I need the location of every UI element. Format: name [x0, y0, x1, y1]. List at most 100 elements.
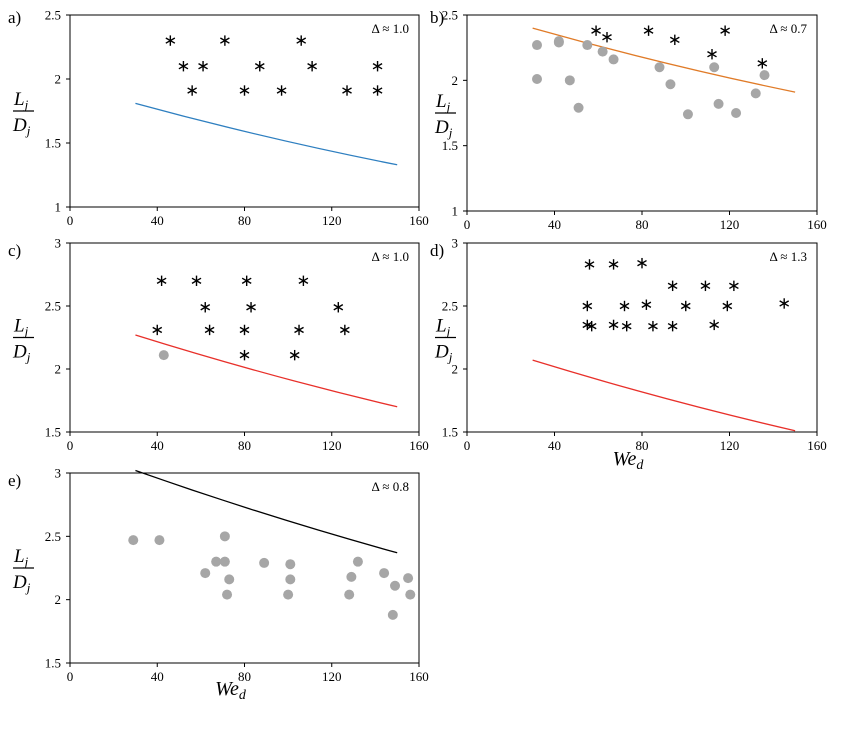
data-point-star — [165, 35, 176, 46]
data-point-star — [298, 275, 309, 286]
data-point-dot — [387, 609, 398, 620]
data-point-star — [254, 61, 265, 72]
plot-frame — [466, 242, 818, 433]
delta-annotation: Δ ≈ 1.0 — [371, 21, 409, 36]
data-point-star — [156, 275, 167, 286]
data-point-star — [720, 25, 730, 36]
data-point-star — [667, 320, 678, 332]
y-axis-label: Lj Dj — [434, 91, 456, 140]
x-tick-label: 40 — [151, 669, 164, 684]
y-tick-label: 1.5 — [45, 136, 61, 151]
data-point-dot — [219, 531, 230, 542]
fit-curve — [135, 334, 398, 408]
data-point-star — [680, 300, 691, 312]
data-point-dot — [597, 46, 608, 57]
y-tick-label: 2 — [55, 592, 62, 607]
y-label-denominator: Dj — [12, 115, 31, 138]
data-point-dot — [682, 109, 693, 120]
x-tick-label: 160 — [409, 438, 429, 453]
data-point-dot — [259, 557, 270, 568]
data-point-star — [296, 35, 307, 46]
data-point-star — [608, 259, 619, 270]
data-point-star — [729, 280, 739, 292]
y-tick-label: 1.5 — [45, 425, 61, 440]
data-point-star — [372, 61, 383, 72]
x-tick-label: 120 — [322, 213, 342, 228]
y-tick-label: 2.5 — [45, 529, 61, 544]
data-point-star — [591, 25, 601, 36]
panel-b: 0 40 80 120 160 1 1.5 2 2.5b) Δ ≈ 0.7 Lj Dj — [430, 8, 827, 233]
data-point-star — [667, 280, 678, 292]
data-point-star — [648, 320, 658, 332]
panel-label: c) — [8, 241, 21, 260]
data-point-star — [276, 85, 287, 96]
y-tick-label: 2.5 — [45, 8, 61, 23]
y-label-denominator: Dj — [12, 342, 31, 365]
data-point-dot — [759, 70, 770, 81]
data-point-star — [333, 302, 344, 313]
x-tick-label: 160 — [409, 669, 429, 684]
data-point-star — [621, 320, 632, 332]
y-label-numerator: Lj — [435, 316, 451, 339]
data-point-star — [187, 85, 198, 96]
panel-label: d) — [430, 241, 444, 260]
y-tick-label: 2 — [55, 362, 62, 377]
data-point-star — [246, 302, 256, 313]
x-tick-label: 160 — [807, 217, 827, 232]
data-point-star — [757, 58, 768, 69]
data-point-dot — [750, 88, 761, 99]
data-point-dot — [553, 36, 564, 47]
y-tick-label: 1 — [452, 204, 459, 219]
plot-frame — [69, 472, 420, 664]
x-tick-label: 120 — [322, 438, 342, 453]
plot-frame — [69, 242, 420, 433]
panel-label: a) — [8, 8, 21, 27]
data-point-dot — [582, 40, 593, 51]
data-point-star — [191, 275, 202, 286]
data-point-star — [602, 32, 612, 43]
y-tick-label: 2 — [452, 362, 459, 377]
x-tick-label: 80 — [238, 438, 251, 453]
x-tick-label: 40 — [548, 438, 561, 453]
data-point-star — [198, 61, 208, 72]
data-point-dot — [200, 568, 211, 579]
fit-curve — [532, 27, 796, 93]
data-point-dot — [709, 62, 720, 73]
data-point-star — [289, 349, 300, 361]
data-point-dot — [390, 580, 401, 591]
y-label-numerator: Lj — [13, 546, 29, 569]
data-point-dot — [405, 589, 416, 600]
data-point-star — [709, 319, 720, 331]
data-point-star — [307, 61, 317, 72]
y-axis-label: Lj Dj — [12, 546, 34, 595]
panel-a: 0 40 80 120 160 1 1.5 2 2.5 a) Δ ≈ 1.0 Lj Dj — [8, 8, 429, 229]
data-point-dot — [285, 559, 296, 570]
data-point-star — [700, 280, 711, 292]
delta-annotation: Δ ≈ 0.8 — [371, 479, 409, 494]
data-point-star — [669, 34, 680, 46]
data-point-dot — [532, 40, 542, 51]
x-tick-label: 160 — [807, 438, 827, 453]
fit-curve — [135, 102, 398, 166]
data-point-dot — [564, 75, 575, 86]
data-point-dot — [352, 556, 363, 567]
x-tick-label: 120 — [720, 438, 740, 453]
y-tick-label: 3 — [55, 466, 62, 481]
y-axis-label: Lj Dj — [12, 316, 34, 365]
y-tick-label: 1 — [55, 200, 62, 215]
y-label-numerator: Lj — [13, 89, 29, 112]
data-point-star — [339, 324, 350, 336]
data-point-star — [722, 300, 733, 312]
data-point-star — [200, 302, 211, 313]
data-point-dot — [573, 102, 584, 113]
data-point-star — [608, 319, 619, 331]
delta-annotation: Δ ≈ 0.7 — [769, 21, 807, 36]
y-tick-label: 1.5 — [442, 138, 458, 153]
data-point-star — [241, 275, 252, 286]
data-point-star — [239, 85, 250, 96]
data-point-star — [619, 300, 630, 312]
data-point-star — [342, 85, 352, 96]
data-point-star — [204, 324, 215, 336]
y-tick-label: 1.5 — [442, 425, 458, 440]
